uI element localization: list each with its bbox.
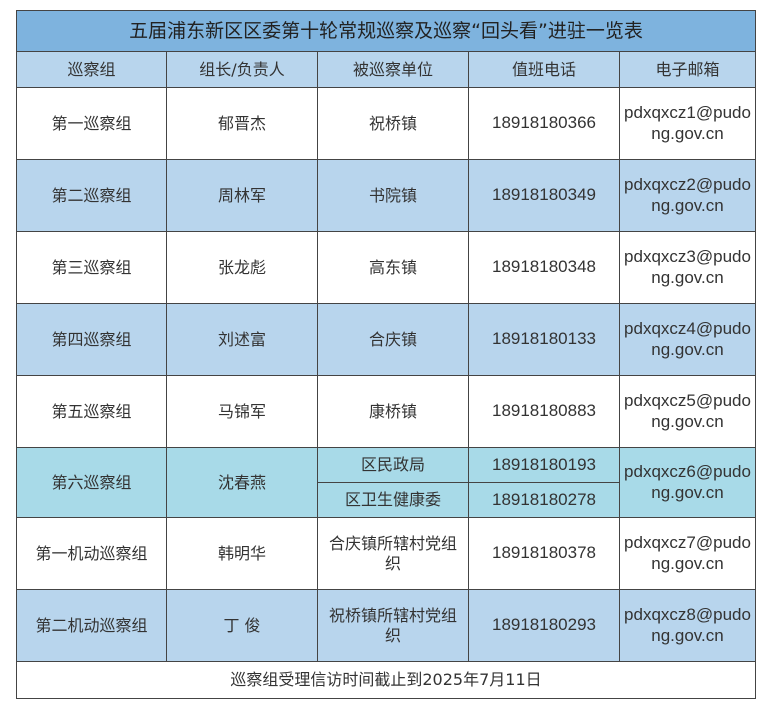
unit-cell: 书院镇 <box>317 159 469 232</box>
unit-cell: 高东镇 <box>317 231 469 304</box>
table-row: 第五巡察组 马锦军 康桥镇 18918180883 pdxqxcz5@pudon… <box>16 375 757 448</box>
leader-cell: 沈春燕 <box>166 447 318 518</box>
table-row: 第一巡察组 郁晋杰 祝桥镇 18918180366 pdxqxcz1@pudon… <box>16 87 757 160</box>
header-leader: 组长/负责人 <box>166 51 318 88</box>
email-cell: pdxqxcz2@pudong.gov.cn <box>618 159 757 232</box>
table-row: 第三巡察组 张龙彪 高东镇 18918180348 pdxqxcz3@pudon… <box>16 231 757 304</box>
phone-cell: 18918180293 <box>468 589 620 662</box>
leader-cell: 丁 俊 <box>166 589 318 662</box>
header-email: 电子邮箱 <box>618 51 757 88</box>
group-cell: 第三巡察组 <box>16 231 167 304</box>
group-cell: 第五巡察组 <box>16 375 167 448</box>
unit-cell: 合庆镇 <box>317 303 469 376</box>
email-cell: pdxqxcz1@pudong.gov.cn <box>618 87 757 160</box>
unit-cell: 祝桥镇 <box>317 87 469 160</box>
group-cell: 第二机动巡察组 <box>16 589 167 662</box>
table-row: 第二巡察组 周林军 书院镇 18918180349 pdxqxcz2@pudon… <box>16 159 757 232</box>
table-row: 第四巡察组 刘述富 合庆镇 18918180133 pdxqxcz4@pudon… <box>16 303 757 376</box>
unit-cell: 祝桥镇所辖村党组织 <box>317 589 469 662</box>
header-unit: 被巡察单位 <box>317 51 469 88</box>
table-title: 五届浦东新区区委第十轮常规巡察及巡察“回头看”进驻一览表 <box>15 10 757 52</box>
email-cell: pdxqxcz5@pudong.gov.cn <box>618 375 757 448</box>
group-cell: 第一机动巡察组 <box>16 517 167 590</box>
table-row: 第二机动巡察组 丁 俊 祝桥镇所辖村党组织 18918180293 pdxqxc… <box>16 589 757 662</box>
phone-cell: 18918180883 <box>468 375 620 448</box>
phone-cell: 18918180378 <box>468 517 620 590</box>
email-cell: pdxqxcz4@pudong.gov.cn <box>618 303 757 376</box>
group-cell: 第二巡察组 <box>16 159 167 232</box>
group-cell: 第六巡察组 <box>16 447 167 518</box>
phone-cell: 18918180366 <box>468 87 620 160</box>
email-cell: pdxqxcz7@pudong.gov.cn <box>618 517 757 590</box>
table-row: 第六巡察组 沈春燕 区民政局 18918180193 pdxqxcz6@pudo… <box>16 447 757 518</box>
leader-cell: 韩明华 <box>166 517 318 590</box>
header-phone: 值班电话 <box>468 51 620 88</box>
group-cell: 第四巡察组 <box>16 303 167 376</box>
unit-cell: 合庆镇所辖村党组织 <box>317 517 469 590</box>
phone-cell: 18918180348 <box>468 231 620 304</box>
table-row: 第一机动巡察组 韩明华 合庆镇所辖村党组织 18918180378 pdxqxc… <box>16 517 757 590</box>
phone-cell: 18918180193 <box>468 447 620 483</box>
leader-cell: 周林军 <box>166 159 318 232</box>
email-cell: pdxqxcz8@pudong.gov.cn <box>618 589 757 662</box>
unit-cell: 康桥镇 <box>317 375 469 448</box>
table-row: 区卫生健康委 18918180278 <box>17 482 756 518</box>
phone-cell: 18918180278 <box>468 482 620 518</box>
phone-cell: 18918180349 <box>468 159 620 232</box>
unit-cell: 区卫生健康委 <box>317 482 469 518</box>
footer-note: 巡察组受理信访时间截止到2025年7月11日 <box>15 661 757 699</box>
email-cell: pdxqxcz6@pudong.gov.cn <box>618 447 757 518</box>
inspection-table: 五届浦东新区区委第十轮常规巡察及巡察“回头看”进驻一览表 巡察组 组长/负责人 … <box>15 10 757 699</box>
header-group: 巡察组 <box>16 51 167 88</box>
unit-cell: 区民政局 <box>317 447 469 483</box>
leader-cell: 刘述富 <box>166 303 318 376</box>
email-cell: pdxqxcz3@pudong.gov.cn <box>618 231 757 304</box>
leader-cell: 郁晋杰 <box>166 87 318 160</box>
leader-cell: 马锦军 <box>166 375 318 448</box>
leader-cell: 张龙彪 <box>166 231 318 304</box>
phone-cell: 18918180133 <box>468 303 620 376</box>
group-cell: 第一巡察组 <box>16 87 167 160</box>
